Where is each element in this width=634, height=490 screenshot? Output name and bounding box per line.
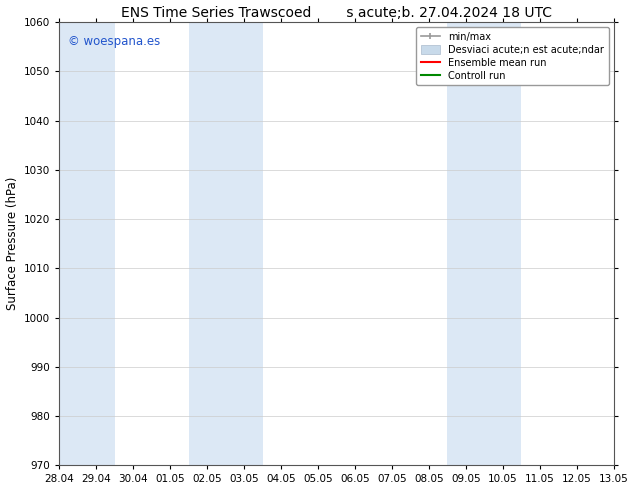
Bar <box>189 22 262 465</box>
Text: © woespana.es: © woespana.es <box>68 35 160 49</box>
Bar <box>448 22 521 465</box>
Y-axis label: Surface Pressure (hPa): Surface Pressure (hPa) <box>6 177 18 311</box>
Title: ENS Time Series Trawscoed        s acute;b. 27.04.2024 18 UTC: ENS Time Series Trawscoed s acute;b. 27.… <box>121 5 552 20</box>
Legend: min/max, Desviaci acute;n est acute;ndar, Ensemble mean run, Controll run: min/max, Desviaci acute;n est acute;ndar… <box>416 27 609 85</box>
Bar <box>41 22 115 465</box>
